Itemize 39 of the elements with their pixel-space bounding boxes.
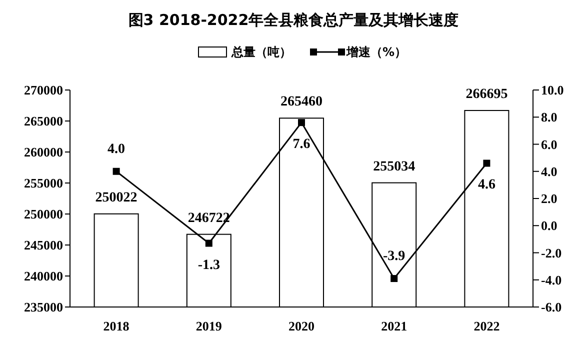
data-label: -3.9 bbox=[383, 249, 406, 264]
x-tick-label: 2020 bbox=[288, 318, 314, 334]
data-label: 4.0 bbox=[108, 142, 126, 157]
legend-label: 总量（吨） bbox=[230, 45, 292, 59]
y-tick-label: 245000 bbox=[24, 238, 63, 252]
y2-tick-label: 2.0 bbox=[541, 191, 558, 206]
y2-tick-label: -6.0 bbox=[541, 300, 562, 314]
x-tick-label: 2018 bbox=[103, 318, 130, 334]
data-label: 265460 bbox=[280, 94, 322, 110]
point bbox=[390, 275, 398, 282]
data-label: 250022 bbox=[95, 190, 138, 206]
y2-tick-label: 0.0 bbox=[541, 218, 558, 234]
x-tick-label: 2021 bbox=[381, 318, 408, 334]
data-label: 266695 bbox=[466, 86, 508, 102]
y2-tick-label: -4.0 bbox=[541, 272, 562, 288]
y-tick-label: 235000 bbox=[24, 300, 63, 314]
y-tick-label: 270000 bbox=[24, 82, 63, 98]
y-tick-label: 255000 bbox=[24, 176, 63, 190]
x-tick-label: 2022 bbox=[474, 318, 500, 334]
y2-tick-label: 8.0 bbox=[541, 110, 558, 125]
y-tick-label: 265000 bbox=[24, 114, 63, 128]
point bbox=[112, 168, 120, 175]
data-label: 7.6 bbox=[292, 137, 310, 152]
point bbox=[298, 119, 305, 126]
y2-tick-label: 10.0 bbox=[541, 82, 564, 98]
data-label: 255034 bbox=[373, 159, 416, 174]
y2-tick-label: -2.0 bbox=[541, 245, 562, 260]
data-label: -1.3 bbox=[198, 258, 220, 273]
data-label: 4.6 bbox=[478, 178, 496, 193]
point bbox=[205, 240, 212, 247]
y2-tick-label: 6.0 bbox=[541, 136, 558, 152]
y-tick-label: 250000 bbox=[24, 206, 63, 222]
legend-label: 增速（%） bbox=[346, 45, 407, 59]
chart-title: 图3 2018-2022年全县粮食总产量及其增长速度 bbox=[128, 11, 459, 29]
point bbox=[483, 160, 490, 167]
y-tick-label: 240000 bbox=[24, 268, 63, 284]
y-tick-label: 260000 bbox=[24, 144, 63, 160]
y2-tick-label: 4.0 bbox=[541, 164, 558, 179]
x-tick-label: 2019 bbox=[196, 318, 222, 334]
